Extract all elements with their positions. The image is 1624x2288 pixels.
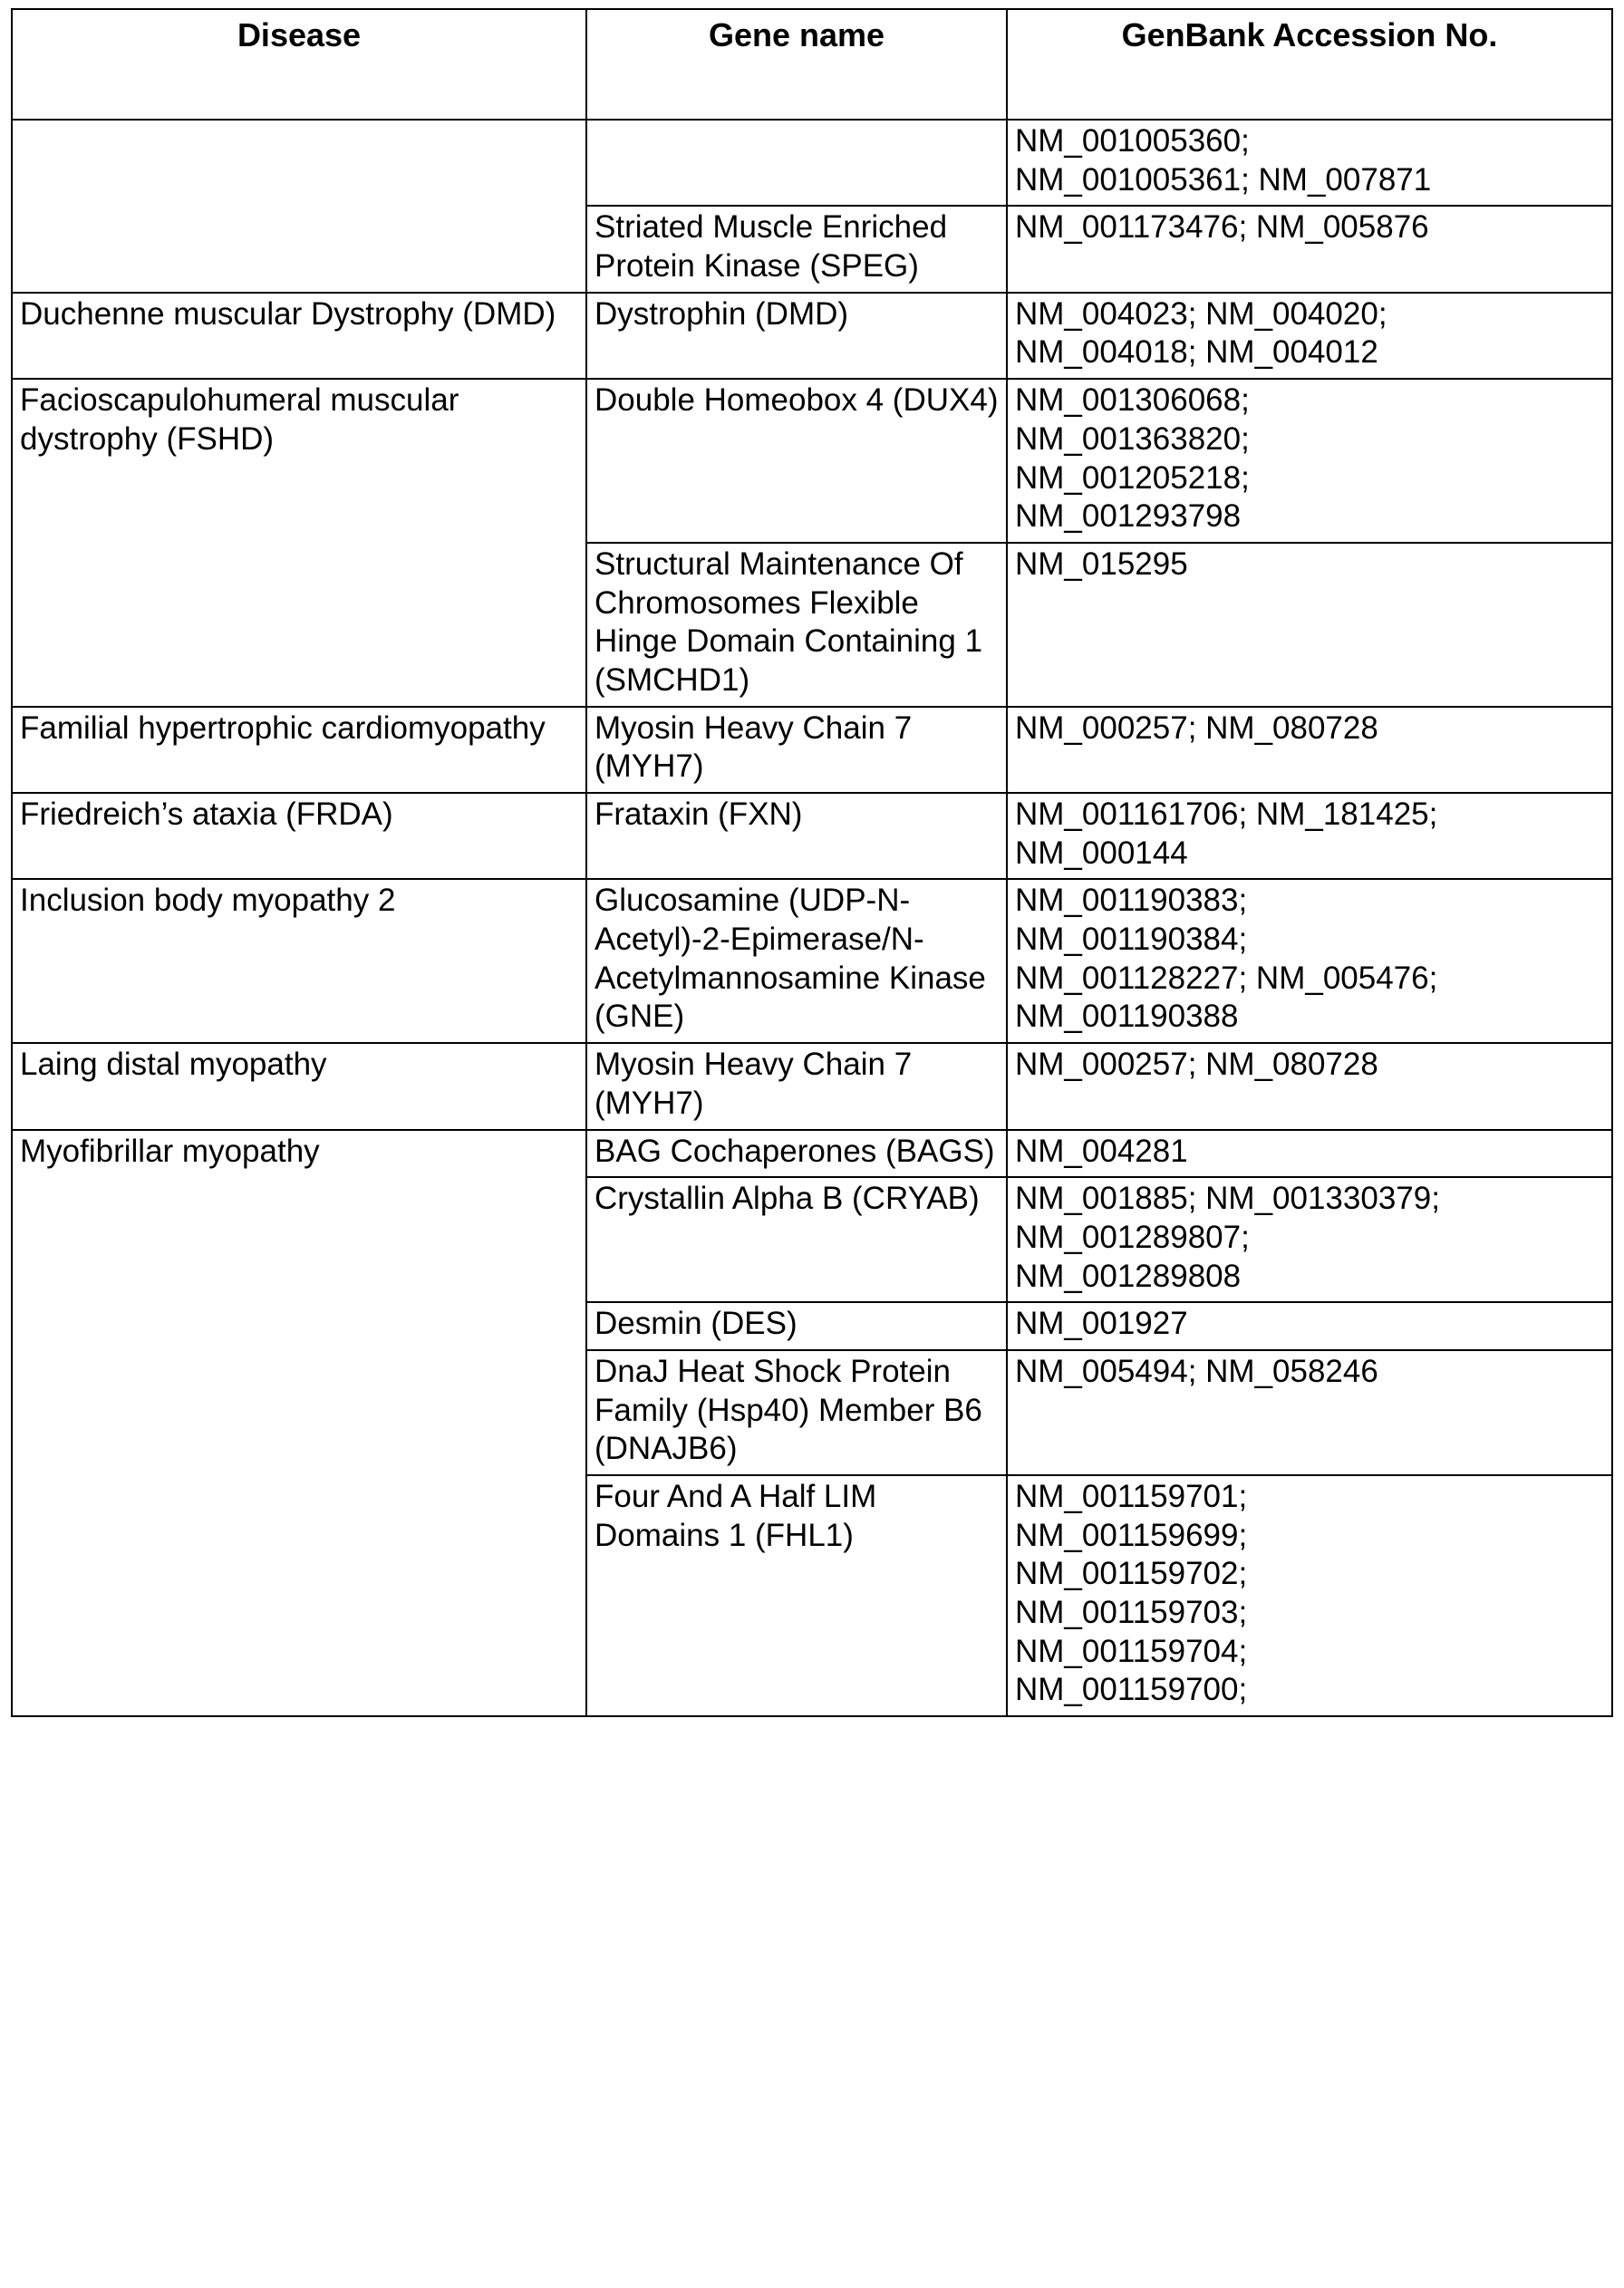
cell-gene-name: Dystrophin (DMD) <box>586 293 1007 379</box>
accession-line: NM_001159700; <box>1015 1671 1604 1710</box>
table-row: Friedreich’s ataxia (FRDA)Frataxin (FXN)… <box>12 793 1612 879</box>
accession-list: NM_001173476; NM_005876 <box>1015 208 1604 247</box>
accession-line: NM_001173476; NM_005876 <box>1015 208 1604 247</box>
cell-disease: Myofibrillar myopathy <box>12 1130 586 1717</box>
cell-gene-name: Myosin Heavy Chain 7 (MYH7) <box>586 1043 1007 1129</box>
accession-list: NM_001159701;NM_001159699;NM_001159702;N… <box>1015 1478 1604 1710</box>
cell-genbank-accession: NM_000257; NM_080728 <box>1007 1043 1612 1129</box>
cell-gene-name: BAG Cochaperones (BAGS) <box>586 1130 1007 1178</box>
cell-disease: Laing distal myopathy <box>12 1043 586 1129</box>
cell-gene-name: Desmin (DES) <box>586 1302 1007 1350</box>
cell-gene-name: Myosin Heavy Chain 7 (MYH7) <box>586 707 1007 793</box>
accession-line: NM_001927 <box>1015 1305 1604 1344</box>
table-header-row: Disease Gene name GenBank Accession No. <box>12 9 1612 120</box>
accession-line: NM_001289807; <box>1015 1219 1604 1258</box>
accession-line: NM_004018; NM_004012 <box>1015 333 1604 372</box>
accession-list: NM_001885; NM_001330379;NM_001289807;NM_… <box>1015 1180 1604 1296</box>
accession-line: NM_000257; NM_080728 <box>1015 1046 1604 1085</box>
cell-genbank-accession: NM_001927 <box>1007 1302 1612 1350</box>
cell-gene-name: Double Homeobox 4 (DUX4) <box>586 379 1007 543</box>
accession-list: NM_004023; NM_004020;NM_004018; NM_00401… <box>1015 295 1604 372</box>
table-row: Myofibrillar myopathyBAG Cochaperones (B… <box>12 1130 1612 1178</box>
cell-genbank-accession: NM_001161706; NM_181425;NM_000144 <box>1007 793 1612 879</box>
cell-gene-name: Structural Maintenance Of Chromosomes Fl… <box>586 543 1007 707</box>
table-body: NM_001005360;NM_001005361; NM_007871Stri… <box>12 120 1612 1716</box>
accession-line: NM_000257; NM_080728 <box>1015 710 1604 748</box>
accession-line: NM_001293798 <box>1015 497 1604 536</box>
accession-list: NM_001927 <box>1015 1305 1604 1344</box>
accession-list: NM_000257; NM_080728 <box>1015 1046 1604 1085</box>
cell-genbank-accession: NM_005494; NM_058246 <box>1007 1350 1612 1475</box>
accession-line: NM_015295 <box>1015 545 1604 584</box>
accession-list: NM_015295 <box>1015 545 1604 584</box>
cell-genbank-accession: NM_004281 <box>1007 1130 1612 1178</box>
cell-gene-name: DnaJ Heat Shock Protein Family (Hsp40) M… <box>586 1350 1007 1475</box>
cell-disease: Familial hypertrophic cardiomyopathy <box>12 707 586 793</box>
table-row: Inclusion body myopathy 2Glucosamine (UD… <box>12 879 1612 1043</box>
accession-list: NM_004281 <box>1015 1133 1604 1172</box>
cell-gene-name: Four And A Half LIM Domains 1 (FHL1) <box>586 1475 1007 1716</box>
accession-line: NM_004023; NM_004020; <box>1015 295 1604 334</box>
cell-genbank-accession: NM_001005360;NM_001005361; NM_007871 <box>1007 120 1612 206</box>
cell-gene-name <box>586 120 1007 206</box>
cell-disease: Duchenne muscular Dystrophy (DMD) <box>12 293 586 379</box>
cell-genbank-accession: NM_001173476; NM_005876 <box>1007 206 1612 292</box>
accession-line: NM_001161706; NM_181425; <box>1015 796 1604 835</box>
accession-list: NM_001005360;NM_001005361; NM_007871 <box>1015 122 1604 199</box>
accession-line: NM_001885; NM_001330379; <box>1015 1180 1604 1219</box>
accession-list: NM_001161706; NM_181425;NM_000144 <box>1015 796 1604 873</box>
cell-genbank-accession: NM_000257; NM_080728 <box>1007 707 1612 793</box>
accession-line: NM_001363820; <box>1015 420 1604 459</box>
accession-line: NM_004281 <box>1015 1133 1604 1172</box>
cell-gene-name: Frataxin (FXN) <box>586 793 1007 879</box>
cell-disease: Facioscapulohumeral muscular dystrophy (… <box>12 379 586 707</box>
column-header-gene-name: Gene name <box>586 9 1007 120</box>
cell-gene-name: Striated Muscle Enriched Protein Kinase … <box>586 206 1007 292</box>
cell-genbank-accession: NM_001190383;NM_001190384;NM_001128227; … <box>1007 879 1612 1043</box>
accession-line: NM_001128227; NM_005476; <box>1015 960 1604 999</box>
document-page: Disease Gene name GenBank Accession No. … <box>0 0 1624 2288</box>
accession-line: NM_001159704; <box>1015 1633 1604 1672</box>
accession-line: NM_001289808 <box>1015 1258 1604 1297</box>
cell-disease <box>12 120 586 293</box>
cell-genbank-accession: NM_015295 <box>1007 543 1612 707</box>
accession-line: NM_001159699; <box>1015 1517 1604 1556</box>
accession-line: NM_001190388 <box>1015 998 1604 1037</box>
table-row: NM_001005360;NM_001005361; NM_007871 <box>12 120 1612 206</box>
cell-genbank-accession: NM_001885; NM_001330379;NM_001289807;NM_… <box>1007 1177 1612 1302</box>
accession-line: NM_001190384; <box>1015 921 1604 960</box>
cell-gene-name: Crystallin Alpha B (CRYAB) <box>586 1177 1007 1302</box>
table-row: Duchenne muscular Dystrophy (DMD)Dystrop… <box>12 293 1612 379</box>
table-header: Disease Gene name GenBank Accession No. <box>12 9 1612 120</box>
accession-list: NM_001190383;NM_001190384;NM_001128227; … <box>1015 882 1604 1037</box>
table-row: Facioscapulohumeral muscular dystrophy (… <box>12 379 1612 543</box>
accession-line: NM_001159701; <box>1015 1478 1604 1517</box>
cell-gene-name: Glucosamine (UDP-N-Acetyl)-2-Epimerase/N… <box>586 879 1007 1043</box>
accession-line: NM_001190383; <box>1015 882 1604 921</box>
cell-disease: Inclusion body myopathy 2 <box>12 879 586 1043</box>
column-header-genbank-accession: GenBank Accession No. <box>1007 9 1612 120</box>
accession-line: NM_001205218; <box>1015 459 1604 498</box>
accession-line: NM_005494; NM_058246 <box>1015 1353 1604 1392</box>
accession-list: NM_005494; NM_058246 <box>1015 1353 1604 1392</box>
accession-line: NM_001005360; <box>1015 122 1604 161</box>
accession-line: NM_001306068; <box>1015 381 1604 420</box>
table-row: Familial hypertrophic cardiomyopathyMyos… <box>12 707 1612 793</box>
cell-genbank-accession: NM_001306068;NM_001363820;NM_001205218;N… <box>1007 379 1612 543</box>
column-header-disease: Disease <box>12 9 586 120</box>
accession-line: NM_001159703; <box>1015 1594 1604 1633</box>
accession-line: NM_001005361; NM_007871 <box>1015 161 1604 200</box>
table-row: Laing distal myopathyMyosin Heavy Chain … <box>12 1043 1612 1129</box>
accession-list: NM_000257; NM_080728 <box>1015 710 1604 748</box>
cell-genbank-accession: NM_004023; NM_004020;NM_004018; NM_00401… <box>1007 293 1612 379</box>
cell-disease: Friedreich’s ataxia (FRDA) <box>12 793 586 879</box>
accession-line: NM_000144 <box>1015 835 1604 874</box>
accession-line: NM_001159702; <box>1015 1555 1604 1594</box>
accession-list: NM_001306068;NM_001363820;NM_001205218;N… <box>1015 381 1604 536</box>
gene-disease-table: Disease Gene name GenBank Accession No. … <box>11 8 1613 1717</box>
cell-genbank-accession: NM_001159701;NM_001159699;NM_001159702;N… <box>1007 1475 1612 1716</box>
